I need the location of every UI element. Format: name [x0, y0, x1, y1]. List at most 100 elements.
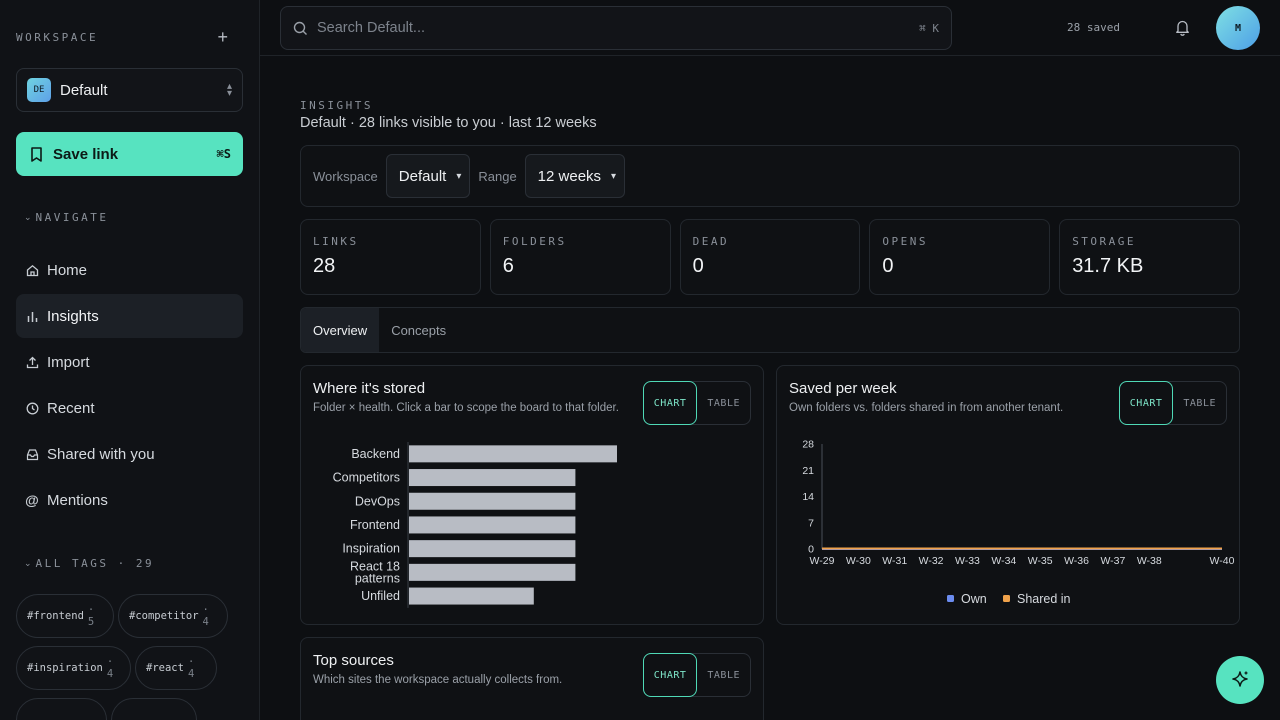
y-tick-label: 7 [808, 517, 814, 529]
legend-swatch [947, 595, 954, 602]
sidebar-item-recent[interactable]: Recent [16, 386, 243, 430]
bar-label-line: patterns [355, 571, 400, 585]
bar-label: React 18 patterns [350, 559, 400, 585]
range-filter-value: 12 weeks [537, 167, 602, 185]
stat-card-opens: OPENS 0 [869, 219, 1051, 295]
x-tick-label: W-36 [1064, 555, 1089, 567]
range-filter-select[interactable]: 12 weeks ▾ [524, 154, 626, 198]
tag-list: #frontend · 5 #competitor · 4 #inspiration… [16, 594, 246, 720]
bar-label: Backend [351, 447, 400, 461]
clock-icon [25, 401, 39, 415]
table-toggle-button[interactable]: TABLE [707, 669, 740, 681]
chart-bar[interactable] [409, 469, 576, 487]
x-tick-label: W-40 [1210, 555, 1235, 567]
bar-label: Inspiration [342, 542, 400, 556]
tag-count: · 4 [187, 656, 195, 680]
weekly-card: Saved per week Own folders vs. folders s… [776, 365, 1240, 625]
navigate-section-toggle[interactable]: ⌄ NAVIGATE [24, 211, 109, 224]
chart-bar[interactable] [409, 540, 576, 558]
x-tick-label: W-37 [1100, 555, 1125, 567]
chevron-down-icon: ⌄ [24, 558, 32, 568]
stat-label: STORAGE [1072, 235, 1137, 248]
y-tick-label: 21 [802, 465, 814, 477]
chart-toggle-button[interactable]: CHART [642, 653, 698, 697]
bookmark-icon [31, 146, 42, 162]
sidebar-item-import[interactable]: Import [16, 340, 243, 384]
workspace-filter-value: Default [398, 167, 447, 185]
sidebar-item-label: Recent [47, 399, 95, 417]
card-title: Top sources [313, 652, 394, 669]
tag-chip[interactable]: #react · 4 [135, 646, 217, 690]
page-subtitle: Default · 28 links visible to you · last… [300, 115, 597, 131]
y-tick-label: 28 [802, 439, 814, 451]
x-tick-label: W-30 [846, 555, 871, 567]
chart-bar[interactable] [409, 563, 576, 581]
chart-bar[interactable] [409, 516, 576, 534]
bar-label-line: Competitors [333, 471, 400, 485]
range-filter-label: Range [478, 168, 517, 184]
tab-concepts[interactable]: Concepts [391, 322, 447, 338]
assistant-fab[interactable] [1216, 656, 1264, 704]
workspace-switcher[interactable]: DE Default ▴ ▾ [16, 68, 243, 112]
tags-section-toggle[interactable]: ⌄ ALL TAGS · 29 [24, 557, 154, 570]
workspace-filter-select[interactable]: Default ▾ [385, 154, 471, 198]
chart-bar[interactable] [409, 587, 534, 605]
x-tick-label: W-38 [1137, 555, 1162, 567]
tag-chip[interactable] [16, 698, 107, 720]
stat-label: OPENS [882, 235, 929, 248]
legend-label: Shared in [1017, 592, 1071, 606]
workspace-heading: WORKSPACE [16, 30, 99, 44]
bell-icon[interactable] [1175, 19, 1190, 39]
stat-value: 0 [882, 255, 894, 277]
tag-chip[interactable] [111, 698, 197, 720]
workspace-badge: DE [27, 78, 51, 102]
sidebar-item-home[interactable]: Home [16, 248, 243, 292]
legend-swatch [1003, 595, 1010, 602]
sidebar-item-mentions[interactable]: @ Mentions [16, 478, 243, 522]
avatar-initial: M [1234, 22, 1242, 34]
sidebar-item-label: Insights [47, 307, 99, 325]
table-toggle-button[interactable]: TABLE [1183, 397, 1216, 409]
tag-chip[interactable]: #inspiration · 4 [16, 646, 131, 690]
save-link-shortcut: ⌘S [216, 147, 231, 161]
sidebar-item-shared[interactable]: Shared with you [16, 432, 243, 476]
sidebar-item-insights[interactable]: Insights [16, 294, 243, 338]
chart-toggle-button[interactable]: CHART [1118, 381, 1174, 425]
search-input[interactable]: Search Default... ⌘ K [280, 6, 952, 50]
stat-value: 0 [692, 255, 704, 277]
bar-label-line: Inspiration [342, 542, 400, 556]
card-title: Where it's stored [313, 380, 426, 397]
stored-card: Where it's stored Folder × health. Click… [300, 365, 764, 625]
tags-heading: ALL TAGS · 29 [35, 557, 155, 570]
chevron-down-icon: ▾ [456, 170, 462, 182]
page-title: INSIGHTS [300, 99, 373, 112]
saved-count: 28 saved [1067, 21, 1120, 34]
bar-label: Competitors [333, 471, 400, 485]
filter-bar: Workspace Default ▾ Range 12 weeks ▾ [300, 145, 1240, 207]
tag-count: · 4 [202, 604, 209, 628]
stat-label: FOLDERS [502, 235, 567, 248]
search-shortcut: ⌘ K [919, 21, 939, 35]
y-tick-label: 0 [808, 544, 814, 556]
tab-overview[interactable]: Overview [301, 308, 380, 352]
stat-card-dead: DEAD 0 [679, 219, 861, 295]
tag-chip[interactable]: #frontend · 5 [16, 594, 114, 638]
x-tick-label: W-34 [991, 555, 1016, 567]
chart-toggle-button[interactable]: CHART [642, 381, 698, 425]
chart-bar[interactable] [409, 492, 576, 510]
bar-label-line: DevOps [355, 494, 400, 508]
add-workspace-icon[interactable]: + [217, 27, 228, 47]
stat-card-links: LINKS 28 [300, 219, 481, 295]
folder-bar-chart: Backend Competitors DevOps Frontend Inspirat… [333, 442, 617, 608]
tag-count: · 4 [106, 656, 114, 680]
bar-label-line: React 18 [350, 559, 400, 573]
save-link-button[interactable]: Save link ⌘S [16, 132, 243, 176]
chart-bar[interactable] [409, 445, 617, 463]
tag-chip[interactable]: #competitor · 4 [118, 594, 228, 638]
navigate-heading: NAVIGATE [35, 211, 109, 224]
search-placeholder: Search Default... [317, 20, 425, 36]
stat-value: 31.7 KB [1072, 255, 1144, 277]
legend-label: Own [961, 592, 987, 606]
table-toggle-button[interactable]: TABLE [707, 397, 740, 409]
avatar[interactable]: M [1216, 6, 1260, 50]
